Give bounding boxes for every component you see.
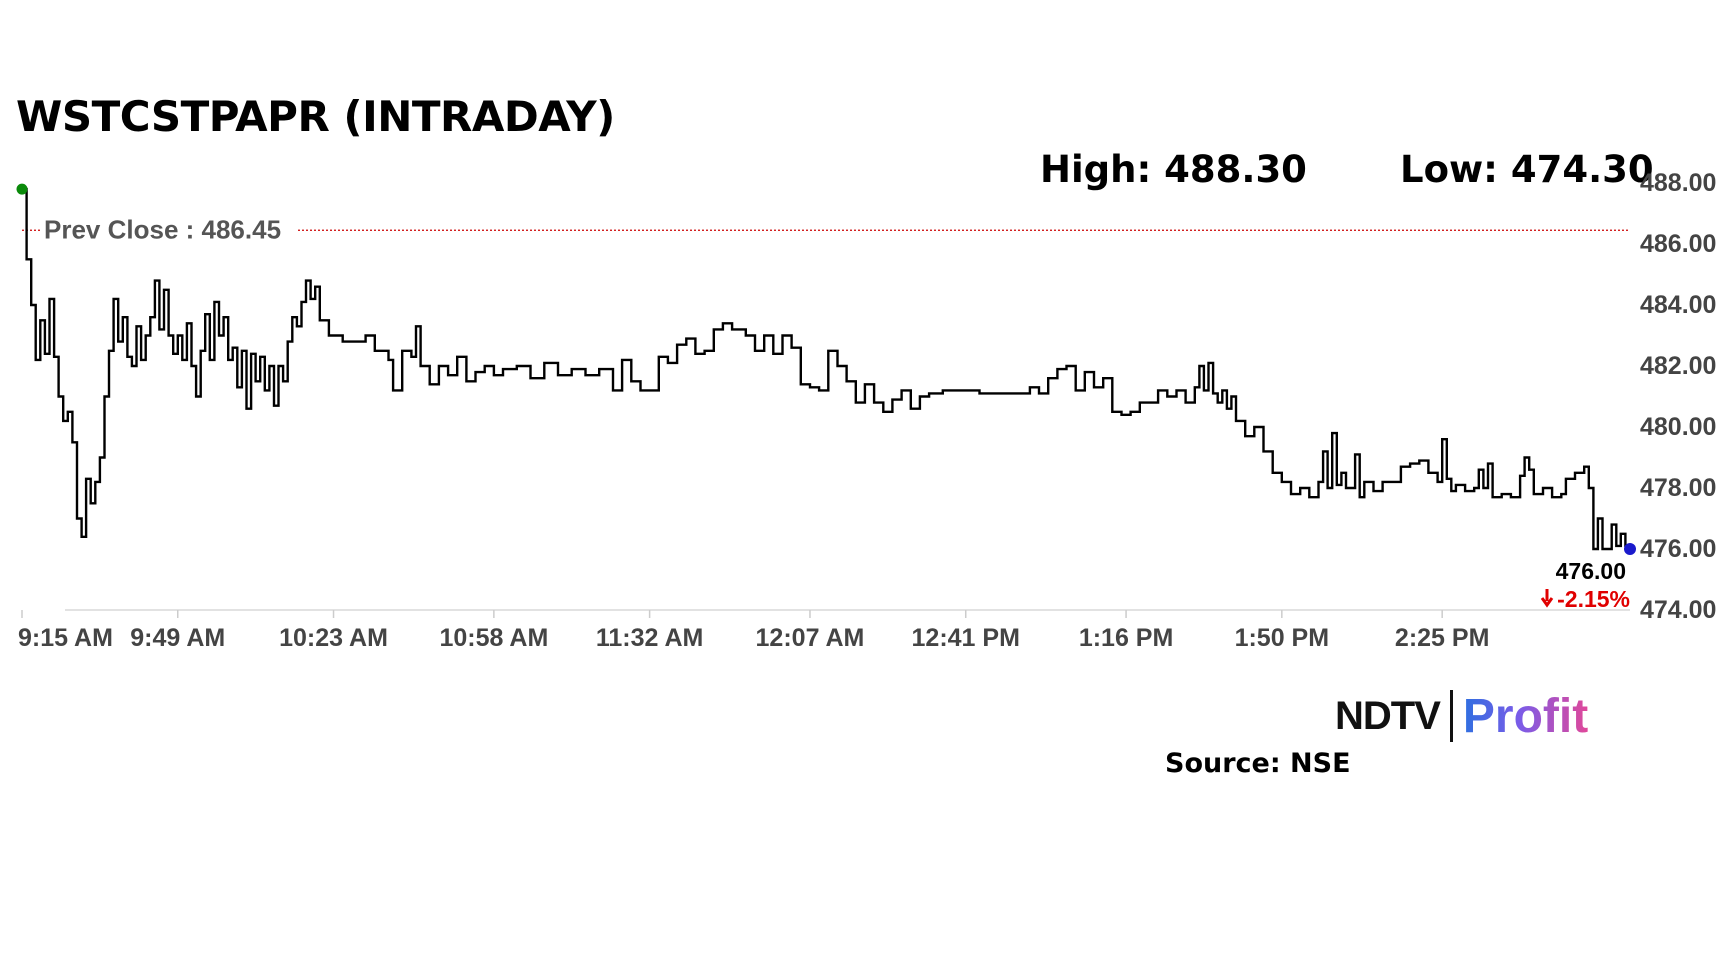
last-price-label: 476.00 <box>1556 558 1626 584</box>
day-low-label: Low: 474.30 <box>1400 148 1654 191</box>
last-price-dot <box>1624 543 1636 555</box>
x-tick-label: 11:32 AM <box>596 624 703 652</box>
price-series-line <box>22 187 1632 551</box>
x-tick-label: 1:50 PM <box>1235 624 1329 652</box>
prev-close-label-background <box>40 210 296 245</box>
prev-close-label: Prev Close : 486.45 <box>44 214 281 244</box>
y-tick-label: 488.00 <box>1640 169 1716 197</box>
x-tick-label: 2:25 PM <box>1395 624 1489 652</box>
x-tick-label: 1:16 PM <box>1079 624 1173 652</box>
down-arrow-icon <box>1540 589 1554 608</box>
x-tick-label: 12:07 AM <box>756 624 865 652</box>
x-tick-label: 10:58 AM <box>439 624 548 652</box>
open-price-dot <box>16 183 28 195</box>
brand-divider <box>1449 690 1453 742</box>
brand-ndtv-text: NDTV <box>1335 693 1441 738</box>
y-tick-label: 478.00 <box>1640 474 1716 502</box>
brand-profit-text: Profit <box>1462 689 1589 743</box>
x-tick-label: 12:41 PM <box>912 624 1020 652</box>
y-tick-label: 482.00 <box>1640 352 1716 380</box>
ndtv-profit-logo: NDTV Profit <box>1335 689 1589 743</box>
y-tick-label: 474.00 <box>1640 596 1716 624</box>
x-tick-label: 10:23 AM <box>279 624 388 652</box>
chart-title: WSTCSTPAPR (INTRADAY) <box>16 92 615 141</box>
y-tick-label: 486.00 <box>1640 230 1716 258</box>
y-tick-label: 484.00 <box>1640 291 1716 319</box>
change-percent-label: -2.15% <box>1557 586 1630 612</box>
x-tick-label: 9:15 AM <box>18 624 113 652</box>
y-tick-label: 480.00 <box>1640 413 1716 441</box>
day-high-label: High: 488.30 <box>1040 148 1307 191</box>
y-tick-label: 476.00 <box>1640 535 1716 563</box>
x-tick-label: 9:49 AM <box>130 624 225 652</box>
source-label: Source: NSE <box>1165 748 1351 779</box>
